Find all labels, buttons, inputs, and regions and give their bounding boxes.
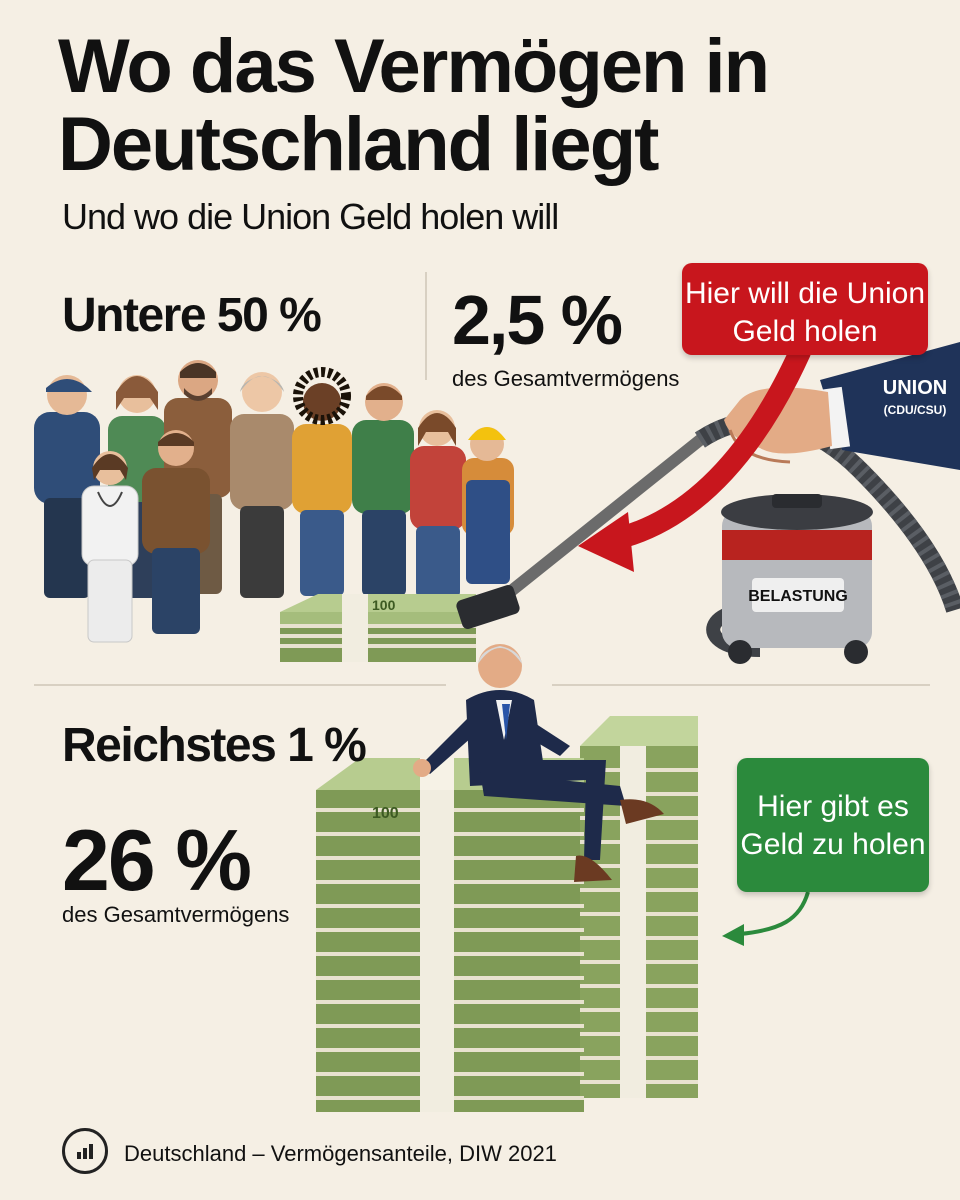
person [410, 410, 466, 598]
page-subtitle: Und wo die Union Geld holen will [62, 196, 559, 237]
top-one-label: Reichstes 1 % [62, 719, 367, 772]
bottom-half-value: 2,5 % [452, 281, 623, 359]
banknote-value: 100 [372, 805, 399, 822]
green-callout: Hier gibt es Geld zu holen [737, 758, 929, 892]
green-arrow [722, 891, 810, 946]
red-callout: Hier will die Union Geld holen [682, 263, 928, 355]
vacuum-label: BELASTUNG [748, 588, 848, 605]
person [34, 375, 100, 598]
union-hand: UNION (CDU/CSU) [724, 342, 960, 470]
sleeve-sub-label: (CDU/CSU) [884, 403, 947, 417]
page-title: Wo das Vermögen in Deutschland liegt [58, 24, 770, 187]
person [352, 383, 414, 596]
bottom-half-label: Untere 50 % [62, 289, 322, 342]
vacuum-cleaner: BELASTUNG [456, 412, 960, 664]
rich-man [413, 644, 664, 882]
person [81, 451, 139, 643]
top-one-value: 26 % [62, 813, 252, 909]
bottom-half-caption: des Gesamtvermögens [452, 366, 680, 391]
horizontal-divider [34, 684, 446, 686]
small-money-stack: 100 [280, 594, 476, 662]
person [462, 427, 514, 584]
banknote-value: 100 [372, 597, 396, 613]
vertical-divider [425, 272, 427, 380]
top-one-caption: des Gesamtvermögens [62, 902, 290, 927]
red-arrow [578, 341, 811, 572]
person [230, 372, 294, 598]
sleeve-label: UNION [883, 377, 947, 399]
person [292, 367, 352, 596]
people-group [34, 360, 514, 643]
bar-chart-icon [62, 1128, 108, 1174]
horizontal-divider [552, 684, 930, 686]
person [142, 430, 210, 634]
source-note: Deutschland – Vermögensanteile, DIW 2021 [124, 1141, 557, 1166]
